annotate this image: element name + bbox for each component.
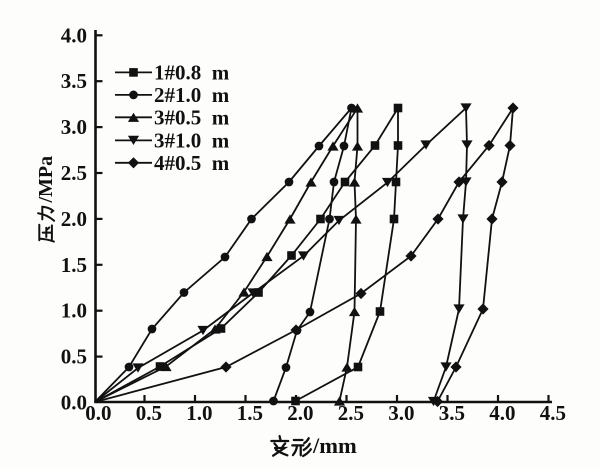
svg-text:/MPa: /MPa	[35, 156, 57, 204]
svg-text:/mm: /mm	[312, 433, 357, 458]
svg-text:3#0.5 m: 3#0.5 m	[154, 105, 230, 129]
svg-text:1#0.8 m: 1#0.8 m	[154, 60, 230, 84]
svg-text:0.0: 0.0	[61, 391, 87, 415]
svg-text:3.0: 3.0	[388, 401, 414, 425]
svg-text:3#1.0 m: 3#1.0 m	[154, 128, 230, 152]
svg-text:4.0: 4.0	[489, 401, 515, 425]
svg-text:2.5: 2.5	[61, 161, 87, 185]
svg-text:2.0: 2.0	[61, 207, 87, 231]
svg-text:4.0: 4.0	[61, 23, 87, 47]
svg-text:2#1.0 m: 2#1.0 m	[154, 83, 230, 107]
svg-text:1.0: 1.0	[61, 299, 87, 323]
svg-text:0.5: 0.5	[136, 401, 162, 425]
svg-text:4.5: 4.5	[540, 401, 566, 425]
svg-text:1.5: 1.5	[237, 401, 263, 425]
svg-text:4#0.5 m: 4#0.5 m	[154, 151, 230, 175]
svg-text:3.5: 3.5	[439, 401, 465, 425]
svg-text:1.5: 1.5	[61, 253, 87, 277]
svg-text:0.5: 0.5	[61, 345, 87, 369]
svg-text:0.0: 0.0	[85, 401, 111, 425]
svg-text:3.5: 3.5	[61, 69, 87, 93]
svg-text:3.0: 3.0	[61, 115, 87, 139]
svg-text:1.0: 1.0	[186, 401, 212, 425]
